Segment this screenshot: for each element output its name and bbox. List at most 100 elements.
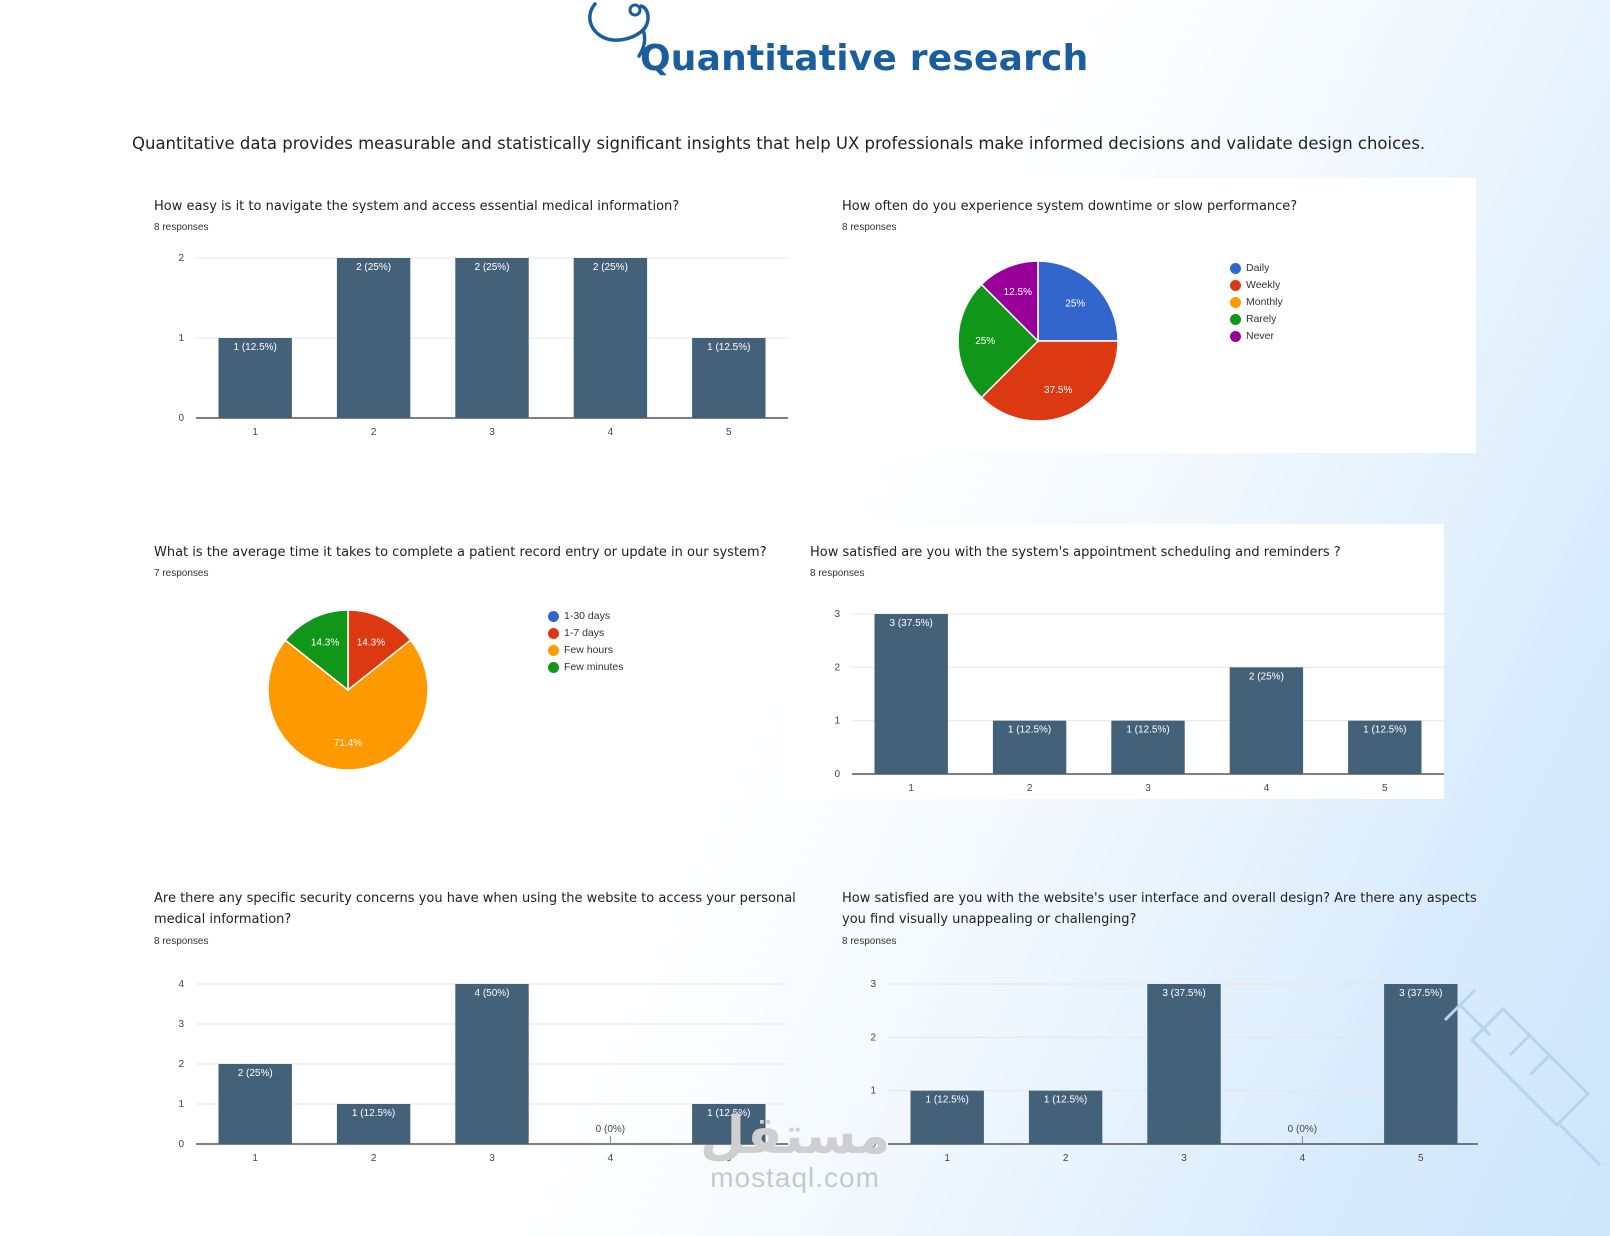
pie-slice <box>347 609 412 692</box>
pie-slice-label: 12.5% <box>1004 287 1032 298</box>
bar-chart-security: 0 1 2 3 4 2 (25%) 1 1 (12.5%) 2 4 (50%) 3 0 (0%) 4 1 … <box>178 979 788 1164</box>
y-tick-label: 0 <box>834 769 840 780</box>
response-count: 8 responses <box>842 222 897 233</box>
legend-item: Monthly <box>1230 296 1283 308</box>
bar-value-label: 1 (12.5%) <box>1044 1095 1087 1106</box>
legend-swatch <box>1230 330 1241 342</box>
x-tick-label: 5 <box>1382 783 1388 794</box>
bar <box>692 338 766 418</box>
y-tick-label: 3 <box>178 1019 184 1030</box>
pie-slice-label: 71.4% <box>334 738 362 749</box>
y-tick-label: 0 <box>870 1139 876 1150</box>
bar <box>1229 667 1304 774</box>
bar-chart-navigation: 0 1 2 1 (12.5%) 1 2 (25%) 2 2 (25%) 3 2 (25%) 4 1 (… <box>178 253 788 438</box>
bar <box>1384 984 1458 1144</box>
legend-swatch <box>548 627 559 639</box>
x-tick-label: 1 <box>252 1153 258 1164</box>
legend-label: Rarely <box>1246 313 1277 325</box>
response-count: 8 responses <box>842 936 897 947</box>
chart-panel-security: Are there any specific security concerns… <box>130 870 796 1170</box>
bar-value-label: 1 (12.5%) <box>1126 725 1169 736</box>
legend-swatch <box>1230 296 1241 308</box>
pie-slice-label: 14.3% <box>357 637 385 648</box>
response-count: 8 responses <box>154 222 209 233</box>
chart-question-line-2: medical information? <box>154 912 292 927</box>
x-tick-label: 3 <box>489 1153 495 1164</box>
bar-value-label: 4 (50%) <box>474 988 509 999</box>
x-tick-label: 2 <box>371 427 377 438</box>
intro-text: Quantitative data provides measurable an… <box>132 134 1426 153</box>
legend-item: Daily <box>1230 262 1269 274</box>
bar <box>336 258 411 418</box>
y-tick-label: 1 <box>870 1086 876 1097</box>
legend-label: Daily <box>1246 262 1270 274</box>
x-tick-label: 1 <box>252 427 258 438</box>
chart-panel-downtime: How often do you experience system downt… <box>818 178 1476 453</box>
bar <box>573 258 648 418</box>
bar-value-label: 0 (0%) <box>1288 1124 1317 1135</box>
bar <box>992 720 1067 774</box>
legend-label: Monthly <box>1246 296 1283 308</box>
chart-panel-navigation: How easy is it to navigate the system an… <box>130 178 796 448</box>
bar-value-label: 1 (12.5%) <box>707 1108 750 1119</box>
chart-question: What is the average time it takes to com… <box>154 545 767 560</box>
legend-label: Weekly <box>1246 279 1281 291</box>
y-tick-label: 3 <box>870 979 876 990</box>
chart-question-line-2: you find visually unappealing or challen… <box>842 912 1137 927</box>
pie-chart-downtime: 25% 37.5% 25% 12.5% <box>957 260 1119 422</box>
y-tick-label: 2 <box>178 1059 184 1070</box>
bar-chart-ui-design: 0 1 2 3 1 (12.5%) 1 1 (12.5%) 2 3 (37.5%) 3 0 (0%)… <box>870 979 1478 1164</box>
syringe-icon <box>1443 988 1602 1167</box>
page-title: Quantitative research <box>640 38 1089 79</box>
pie-slice <box>1037 260 1119 342</box>
legend-label: Few hours <box>564 644 614 656</box>
bar-value-label: 2 (25%) <box>1249 671 1284 682</box>
bar-value-label: 3 (37.5%) <box>1399 988 1442 999</box>
legend-label: Never <box>1246 330 1275 342</box>
pie-slice <box>980 260 1039 343</box>
legend-swatch <box>1230 279 1241 291</box>
chart-panel-record-time: What is the average time it takes to com… <box>130 524 790 794</box>
legend-item: Few hours <box>548 644 613 656</box>
bar-value-label: 1 (12.5%) <box>234 342 277 353</box>
legend-item: Never <box>1230 330 1274 342</box>
legend-item: Few minutes <box>548 661 624 673</box>
chart-question-line-1: Are there any specific security concerns… <box>154 891 796 906</box>
bar-value-label: 3 (37.5%) <box>890 618 933 629</box>
y-tick-label: 2 <box>870 1032 876 1043</box>
bar <box>1147 984 1221 1144</box>
x-tick-label: 1 <box>944 1153 950 1164</box>
bar-value-label: 1 (12.5%) <box>352 1108 395 1119</box>
y-tick-label: 0 <box>178 413 184 424</box>
chart-panel-ui-design: How satisfied are you with the website's… <box>818 870 1478 1170</box>
pie-slice-label: 37.5% <box>1044 385 1072 396</box>
pie-slice <box>980 340 1119 422</box>
x-tick-label: 3 <box>1145 783 1151 794</box>
legend-label: 1-7 days <box>564 627 605 639</box>
pie-slice-label: 25% <box>1065 299 1085 310</box>
chart-question: How satisfied are you with the system's … <box>810 545 1341 560</box>
chart-question: How often do you experience system downt… <box>842 199 1298 214</box>
x-tick-label: 5 <box>726 1153 732 1164</box>
y-tick-label: 1 <box>178 1099 184 1110</box>
x-tick-label: 4 <box>608 1153 614 1164</box>
legend-item: 1-30 days <box>548 610 610 622</box>
bar <box>1348 720 1422 774</box>
bar <box>910 1090 984 1144</box>
y-tick-label: 2 <box>834 662 840 673</box>
x-tick-label: 5 <box>726 427 732 438</box>
stethoscope-icon <box>588 2 650 58</box>
response-count: 8 responses <box>810 568 865 579</box>
bar-value-label: 2 (25%) <box>474 262 509 273</box>
response-count: 8 responses <box>154 936 209 947</box>
bar-value-label: 1 (12.5%) <box>1363 725 1406 736</box>
x-tick-label: 4 <box>608 427 614 438</box>
legend-swatch <box>548 661 559 673</box>
x-tick-label: 2 <box>1063 1153 1069 1164</box>
bar <box>1028 1090 1103 1144</box>
watermark: مستقل mostaql.com <box>700 1110 890 1194</box>
chart-panel-scheduling: How satisfied are you with the system's … <box>786 524 1444 799</box>
bar-value-label: 1 (12.5%) <box>1008 725 1051 736</box>
bar <box>218 1064 292 1144</box>
x-tick-label: 2 <box>1027 783 1033 794</box>
